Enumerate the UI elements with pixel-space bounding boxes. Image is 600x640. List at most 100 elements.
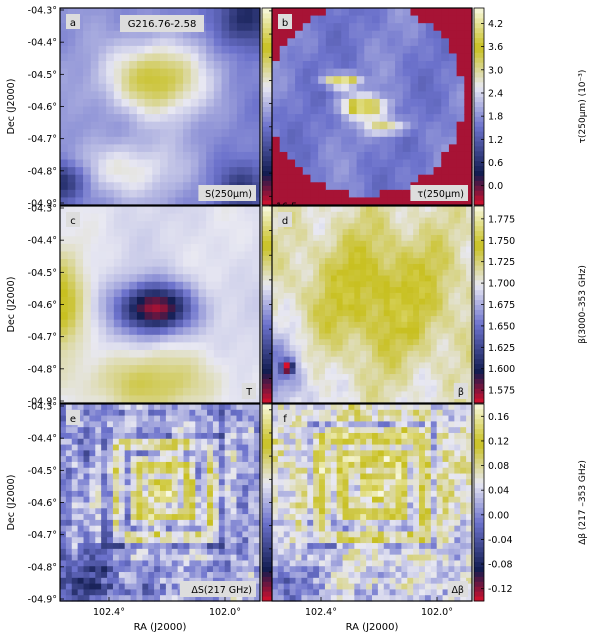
map-cell [372, 246, 379, 253]
colorbar-step [474, 72, 484, 78]
map-cell [77, 525, 85, 533]
map-cell [242, 496, 249, 504]
map-cell [95, 514, 102, 521]
map-cell [83, 357, 92, 366]
colorbar-step [262, 245, 272, 251]
panel-tag: T [245, 387, 252, 398]
map-cell [229, 266, 238, 275]
map-cell [333, 151, 342, 161]
map-cell [244, 61, 253, 70]
map-cell [144, 45, 153, 55]
map-cell [207, 461, 214, 469]
map-cell [302, 38, 312, 47]
map-cell [230, 508, 238, 515]
map-cell [456, 129, 465, 138]
map-cell [75, 365, 84, 374]
map-cell [277, 502, 285, 509]
map-cell [289, 421, 297, 428]
map-cell [295, 583, 303, 591]
map-cell [407, 397, 414, 404]
map-cell [118, 519, 126, 527]
map-cell [83, 76, 92, 85]
map-cell [360, 397, 367, 404]
map-cell [98, 327, 107, 336]
colorbar-step [262, 126, 272, 132]
map-cell [207, 467, 214, 475]
map-cell [307, 321, 314, 329]
map-cell [183, 189, 192, 199]
map-cell [383, 374, 391, 381]
map-cell [136, 189, 146, 199]
map-cell [295, 543, 303, 550]
map-cell [152, 174, 161, 183]
map-cell [67, 334, 76, 343]
colorbar-step [474, 32, 484, 39]
map-cell [433, 91, 442, 100]
map-cell [236, 342, 246, 351]
map-cell [75, 312, 84, 321]
map-cell [89, 572, 96, 579]
map-cell [336, 379, 344, 387]
map-cell [279, 8, 288, 17]
map-cell [67, 327, 76, 336]
map-cell [152, 221, 161, 230]
map-cell [112, 485, 120, 492]
map-cell [98, 243, 107, 253]
map-cell [410, 38, 419, 47]
map-cell [98, 197, 107, 206]
map-cell [165, 427, 173, 434]
map-cell [207, 438, 214, 446]
map-cell [460, 339, 467, 346]
map-cell [236, 151, 246, 161]
map-cell [310, 197, 319, 206]
map-cell [160, 473, 167, 480]
colorbar-step [262, 111, 272, 117]
map-cell [144, 304, 153, 313]
map-cell [206, 206, 215, 215]
map-cell [167, 83, 176, 92]
map-cell [112, 427, 120, 434]
map-cell [124, 560, 132, 567]
map-cell [372, 98, 381, 108]
map-cell [136, 467, 143, 475]
map-cell [160, 304, 169, 313]
map-cell [424, 368, 432, 375]
map-cell [402, 114, 412, 123]
colorbar-step [474, 160, 484, 167]
map-cell [83, 595, 91, 602]
map-cell [341, 15, 350, 24]
map-cell [387, 106, 396, 115]
map-cell [279, 68, 288, 77]
map-cell [142, 589, 149, 596]
map-cell [272, 206, 279, 213]
map-cell [441, 91, 450, 100]
map-cell [302, 76, 312, 85]
map-cell [148, 583, 155, 591]
map-cell [301, 531, 308, 538]
map-cell [201, 409, 208, 417]
map-cell [148, 589, 155, 596]
map-cell [129, 83, 138, 92]
panel-tag: τ(250μm) [417, 189, 464, 200]
map-cell [433, 136, 442, 145]
colorbar-step [474, 52, 484, 58]
map-cell [183, 502, 191, 509]
map-cell [160, 485, 167, 492]
map-cell [379, 38, 388, 47]
colorbar-step [474, 383, 484, 389]
map-cell [307, 292, 314, 300]
map-cell [213, 380, 223, 389]
map-cell [366, 269, 373, 277]
map-cell [389, 345, 397, 352]
map-cell [389, 333, 397, 340]
map-cell [213, 349, 223, 359]
dec-tick-label: -04.6° [28, 498, 57, 509]
map-cell [372, 114, 381, 123]
map-cell [302, 15, 312, 24]
map-cell [129, 144, 138, 153]
map-cell [236, 91, 246, 100]
map-cell [148, 519, 155, 527]
colorbar-step [262, 22, 272, 29]
map-cell [118, 490, 126, 498]
map-cell [283, 368, 291, 375]
